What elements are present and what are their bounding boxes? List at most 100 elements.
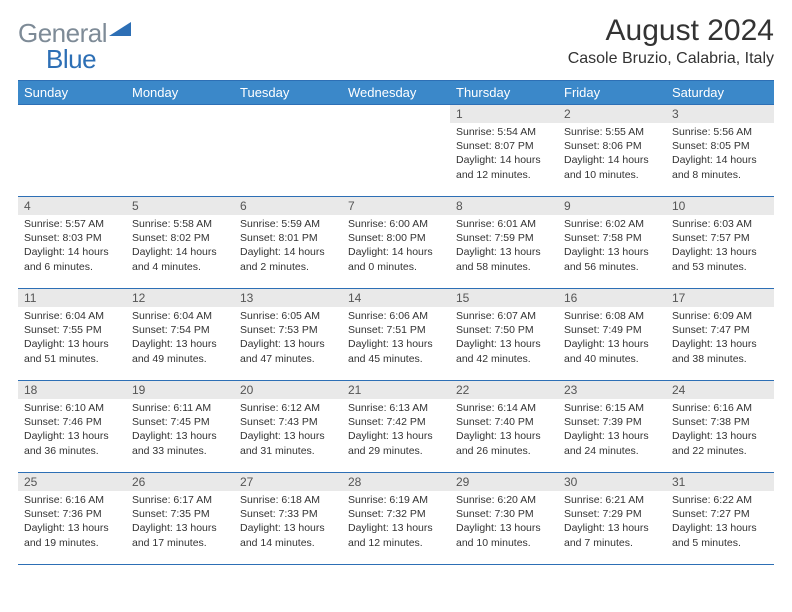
cell-line: Daylight: 13 hours [132,521,228,535]
day-number: 16 [558,289,666,307]
cell-line: and 56 minutes. [564,260,660,274]
day-number: 6 [234,197,342,215]
cell-line: Sunrise: 6:22 AM [672,493,768,507]
cell-line: Sunrise: 6:12 AM [240,401,336,415]
cell-line: Sunset: 7:54 PM [132,323,228,337]
day-number: 8 [450,197,558,215]
calendar-cell [234,105,342,197]
cell-line: Sunrise: 6:20 AM [456,493,552,507]
cell-line: Daylight: 13 hours [132,429,228,443]
cell-line: Daylight: 13 hours [564,521,660,535]
calendar-cell [126,105,234,197]
logo: GeneralBlue [18,14,131,72]
cell-line: and 40 minutes. [564,352,660,366]
calendar-cell [342,105,450,197]
cell-line: Daylight: 14 hours [348,245,444,259]
cell-line: Sunset: 8:03 PM [24,231,120,245]
calendar-cell: 13Sunrise: 6:05 AMSunset: 7:53 PMDayligh… [234,289,342,381]
cell-content: Sunrise: 5:59 AMSunset: 8:01 PMDaylight:… [234,215,342,278]
day-number: 15 [450,289,558,307]
cell-line: Daylight: 14 hours [456,153,552,167]
cell-line: Daylight: 13 hours [24,429,120,443]
calendar-page: GeneralBlue August 2024 Casole Bruzio, C… [0,0,792,579]
cell-line: Sunrise: 6:21 AM [564,493,660,507]
cell-line: and 17 minutes. [132,536,228,550]
calendar-cell: 18Sunrise: 6:10 AMSunset: 7:46 PMDayligh… [18,381,126,473]
cell-line: Sunset: 7:30 PM [456,507,552,521]
cell-line: Sunrise: 6:08 AM [564,309,660,323]
calendar-cell [18,105,126,197]
day-number: 12 [126,289,234,307]
cell-line: and 4 minutes. [132,260,228,274]
cell-line: Daylight: 13 hours [456,429,552,443]
cell-content: Sunrise: 6:05 AMSunset: 7:53 PMDaylight:… [234,307,342,370]
cell-line: Sunrise: 6:16 AM [672,401,768,415]
day-number: 14 [342,289,450,307]
cell-content [126,123,234,129]
cell-content: Sunrise: 6:13 AMSunset: 7:42 PMDaylight:… [342,399,450,462]
cell-line: and 45 minutes. [348,352,444,366]
cell-line: and 0 minutes. [348,260,444,274]
cell-line: and 26 minutes. [456,444,552,458]
cell-line: Sunset: 7:43 PM [240,415,336,429]
day-number: 21 [342,381,450,399]
day-header: Friday [558,81,666,105]
cell-line: and 38 minutes. [672,352,768,366]
cell-line: Sunrise: 6:05 AM [240,309,336,323]
cell-line: Sunrise: 6:11 AM [132,401,228,415]
cell-content: Sunrise: 6:04 AMSunset: 7:54 PMDaylight:… [126,307,234,370]
cell-line: and 58 minutes. [456,260,552,274]
cell-line: and 8 minutes. [672,168,768,182]
calendar-cell: 6Sunrise: 5:59 AMSunset: 8:01 PMDaylight… [234,197,342,289]
cell-line: and 14 minutes. [240,536,336,550]
cell-line: Sunrise: 6:17 AM [132,493,228,507]
cell-line: and 5 minutes. [672,536,768,550]
calendar-table: SundayMondayTuesdayWednesdayThursdayFrid… [18,80,774,565]
day-number: 19 [126,381,234,399]
cell-line: Daylight: 14 hours [240,245,336,259]
cell-line: and 19 minutes. [24,536,120,550]
cell-line: Sunset: 8:01 PM [240,231,336,245]
cell-content: Sunrise: 6:20 AMSunset: 7:30 PMDaylight:… [450,491,558,554]
cell-content: Sunrise: 6:18 AMSunset: 7:33 PMDaylight:… [234,491,342,554]
cell-content: Sunrise: 6:02 AMSunset: 7:58 PMDaylight:… [558,215,666,278]
cell-line: Sunrise: 6:00 AM [348,217,444,231]
day-number [126,105,234,123]
day-number: 17 [666,289,774,307]
calendar-cell: 22Sunrise: 6:14 AMSunset: 7:40 PMDayligh… [450,381,558,473]
day-header: Wednesday [342,81,450,105]
cell-line: Sunset: 8:00 PM [348,231,444,245]
day-number [234,105,342,123]
cell-line: Sunrise: 5:57 AM [24,217,120,231]
calendar-cell: 30Sunrise: 6:21 AMSunset: 7:29 PMDayligh… [558,473,666,565]
calendar-cell: 24Sunrise: 6:16 AMSunset: 7:38 PMDayligh… [666,381,774,473]
calendar-cell: 8Sunrise: 6:01 AMSunset: 7:59 PMDaylight… [450,197,558,289]
cell-content: Sunrise: 6:07 AMSunset: 7:50 PMDaylight:… [450,307,558,370]
day-number: 27 [234,473,342,491]
calendar-cell: 10Sunrise: 6:03 AMSunset: 7:57 PMDayligh… [666,197,774,289]
cell-line: Daylight: 13 hours [456,521,552,535]
cell-line: Sunset: 7:50 PM [456,323,552,337]
cell-line: and 33 minutes. [132,444,228,458]
calendar-cell: 27Sunrise: 6:18 AMSunset: 7:33 PMDayligh… [234,473,342,565]
cell-line: and 2 minutes. [240,260,336,274]
calendar-cell: 4Sunrise: 5:57 AMSunset: 8:03 PMDaylight… [18,197,126,289]
cell-line: Sunset: 7:58 PM [564,231,660,245]
cell-line: Daylight: 14 hours [24,245,120,259]
cell-line: Sunset: 7:35 PM [132,507,228,521]
cell-line: Daylight: 13 hours [564,337,660,351]
cell-line: Sunrise: 6:13 AM [348,401,444,415]
cell-line: Sunrise: 6:06 AM [348,309,444,323]
cell-line: Daylight: 13 hours [240,337,336,351]
cell-content: Sunrise: 5:58 AMSunset: 8:02 PMDaylight:… [126,215,234,278]
calendar-cell: 20Sunrise: 6:12 AMSunset: 7:43 PMDayligh… [234,381,342,473]
header: GeneralBlue August 2024 Casole Bruzio, C… [18,14,774,72]
calendar-cell: 3Sunrise: 5:56 AMSunset: 8:05 PMDaylight… [666,105,774,197]
cell-line: Sunset: 7:51 PM [348,323,444,337]
cell-line: Sunrise: 6:09 AM [672,309,768,323]
month-title: August 2024 [568,14,774,48]
day-header: Tuesday [234,81,342,105]
cell-content: Sunrise: 6:09 AMSunset: 7:47 PMDaylight:… [666,307,774,370]
calendar-cell: 17Sunrise: 6:09 AMSunset: 7:47 PMDayligh… [666,289,774,381]
calendar-week: 11Sunrise: 6:04 AMSunset: 7:55 PMDayligh… [18,289,774,381]
